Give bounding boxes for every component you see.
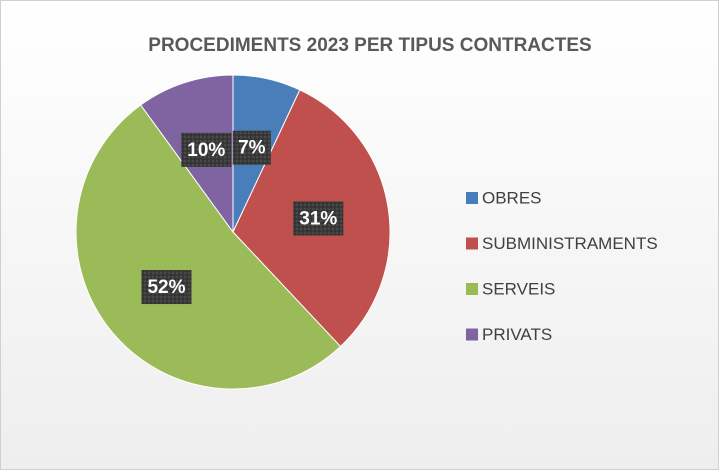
data-label: 10% xyxy=(181,132,232,167)
data-label-text: 7% xyxy=(238,138,266,159)
data-label-text: 52% xyxy=(147,277,185,298)
legend-swatch xyxy=(466,237,478,250)
legend-swatch xyxy=(466,283,478,295)
data-label-box xyxy=(181,132,232,167)
legend-label: OBRES xyxy=(482,188,542,207)
data-label-box xyxy=(232,130,271,165)
data-label-text: 31% xyxy=(299,209,337,230)
chart-title: PROCEDIMENTS 2023 PER TIPUS CONTRACTES xyxy=(148,35,591,56)
data-label-text: 10% xyxy=(187,140,225,161)
legend-label: SUBMINISTRAMENTS xyxy=(482,234,658,253)
data-label-box xyxy=(141,270,192,305)
data-label: 7% xyxy=(232,130,271,165)
legend-label: PRIVATS xyxy=(482,325,552,344)
legend-label: SERVEIS xyxy=(482,279,555,298)
pie-slice xyxy=(75,104,342,390)
legend-swatch xyxy=(466,328,478,341)
data-label: 52% xyxy=(141,270,192,305)
data-labels: 7% 31% 52% 10% xyxy=(141,130,344,305)
data-label: 31% xyxy=(293,201,344,236)
data-label-box xyxy=(293,201,344,236)
legend: OBRES SUBMINISTRAMENTS SERVEIS PRIVATS xyxy=(466,188,658,344)
legend-swatch xyxy=(466,192,478,204)
